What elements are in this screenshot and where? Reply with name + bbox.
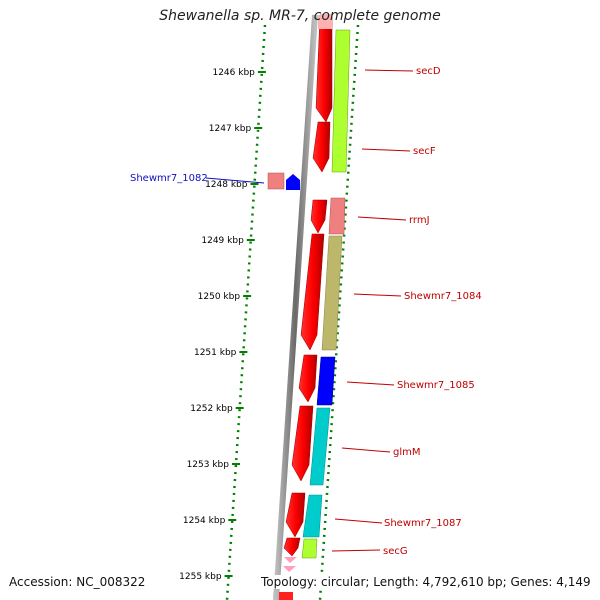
- right-dotted-track: [318, 24, 360, 600]
- kbp-tick-label: 1248 kbp: [205, 180, 248, 190]
- gene-label-secG: secG: [383, 546, 408, 557]
- gene-labels: secD secF rrmJ Shewmr7_1084 Shewmr7_1085…: [331, 66, 482, 557]
- shewmr7-1085-leader: [346, 381, 395, 386]
- gene-label-secF: secF: [413, 146, 436, 157]
- gene-pink-top[interactable]: [318, 15, 332, 29]
- gene-label-shewmr7-1084: Shewmr7_1084: [404, 291, 482, 302]
- gene-pink-small[interactable]: [267, 172, 285, 190]
- gene-label-shewmr7-1082: Shewmr7_1082: [130, 173, 208, 184]
- gene-red-7[interactable]: [285, 492, 306, 538]
- secG-leader: [331, 549, 381, 552]
- gene-shewmr7-1087[interactable]: [302, 494, 323, 538]
- gene-shewmr7-1082[interactable]: [286, 174, 300, 190]
- strand-track: [279, 14, 333, 600]
- gene-red-4[interactable]: [300, 233, 325, 351]
- kbp-ticks: 1246 kbp 1247 kbp 1248 kbp 1249 kbp 1250 kbp…: [179, 68, 266, 582]
- shewmr7-1087-leader: [334, 518, 383, 524]
- gene-red-8[interactable]: [283, 537, 301, 557]
- kbp-tick-label: 1252 kbp: [190, 404, 233, 414]
- gene-label-rrmJ: rrmJ: [409, 215, 430, 226]
- genome-summary: Topology: circular; Length: 4,792,610 bp…: [261, 575, 591, 589]
- kbp-tick-label: 1250 kbp: [198, 292, 241, 302]
- shewmr7-1084-leader: [353, 293, 402, 297]
- gene-label-glmM: glmM: [393, 447, 421, 458]
- gene-red-2[interactable]: [312, 121, 331, 173]
- rrmJ-leader: [357, 216, 407, 221]
- kbp-tick-label: 1251 kbp: [194, 348, 237, 358]
- secD-leader: [364, 69, 414, 72]
- glmM-leader: [341, 447, 391, 453]
- gene-secD[interactable]: [331, 29, 351, 173]
- gene-red-6[interactable]: [291, 405, 314, 482]
- shewmr7-1082-leader: [205, 177, 265, 184]
- shewmr7-1082-features: Shewmr7_1082: [130, 172, 300, 190]
- gene-label-shewmr7-1085: Shewmr7_1085: [397, 380, 475, 391]
- page-title: Shewanella sp. MR-7, complete genome: [159, 8, 441, 24]
- gene-label-secD: secD: [416, 66, 441, 77]
- gene-shewmr7-1084[interactable]: [321, 235, 343, 351]
- gene-pink-1[interactable]: [284, 557, 297, 563]
- accession-text: Accession: NC_008322: [9, 575, 146, 589]
- gene-red-1[interactable]: [315, 14, 333, 123]
- kbp-tick-label: 1254 kbp: [183, 516, 226, 526]
- gene-secG[interactable]: [301, 538, 318, 559]
- dotted-ruler: [225, 24, 360, 600]
- kbp-tick-label: 1253 kbp: [187, 460, 230, 470]
- kbp-tick-label: 1247 kbp: [209, 124, 252, 134]
- kbp-tick-label: 1255 kbp: [179, 572, 222, 582]
- kbp-tick-label: 1249 kbp: [201, 236, 244, 246]
- gene-pink-2[interactable]: [283, 566, 296, 572]
- gene-shewmr7-1085[interactable]: [316, 356, 336, 406]
- gene-red-3[interactable]: [310, 199, 328, 234]
- secF-leader: [361, 148, 411, 152]
- left-dotted-track: [225, 24, 267, 600]
- gene-red-9[interactable]: [279, 592, 293, 600]
- kbp-tick-label: 1246 kbp: [212, 68, 255, 78]
- gene-red-5[interactable]: [298, 354, 318, 403]
- gene-label-shewmr7-1087: Shewmr7_1087: [384, 518, 462, 529]
- colored-genes: [301, 15, 351, 559]
- backbone: [273, 14, 318, 600]
- gene-glmM[interactable]: [309, 407, 331, 486]
- gene-rrmJ[interactable]: [328, 197, 346, 235]
